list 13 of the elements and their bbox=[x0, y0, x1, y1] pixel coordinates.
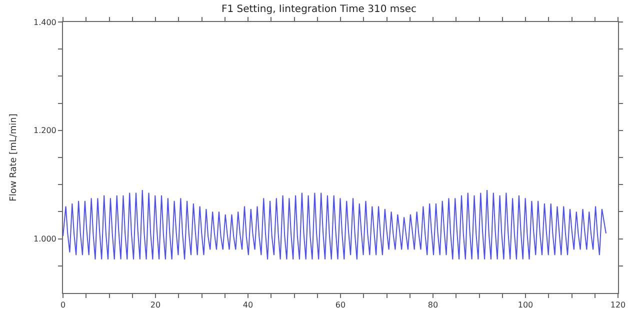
x-tick-label: 120 bbox=[610, 300, 626, 310]
x-tick-label: 60 bbox=[335, 300, 346, 310]
y-tick-label: 1.400 bbox=[33, 18, 56, 27]
y-tick-label: 1.000 bbox=[33, 234, 56, 244]
y-tick-label: 1.200 bbox=[33, 126, 56, 136]
x-tick-label: 100 bbox=[518, 300, 534, 310]
line-series bbox=[63, 190, 606, 260]
x-tick-label: 20 bbox=[150, 300, 161, 310]
y-axis-title: Flow Rate [mL/min] bbox=[8, 114, 19, 202]
x-tick-label: 40 bbox=[242, 300, 254, 310]
chart-title: F1 Setting, Iintegration Time 310 msec bbox=[221, 4, 417, 15]
x-tick-label: 80 bbox=[428, 300, 438, 310]
x-tick-label: 0 bbox=[60, 300, 66, 310]
